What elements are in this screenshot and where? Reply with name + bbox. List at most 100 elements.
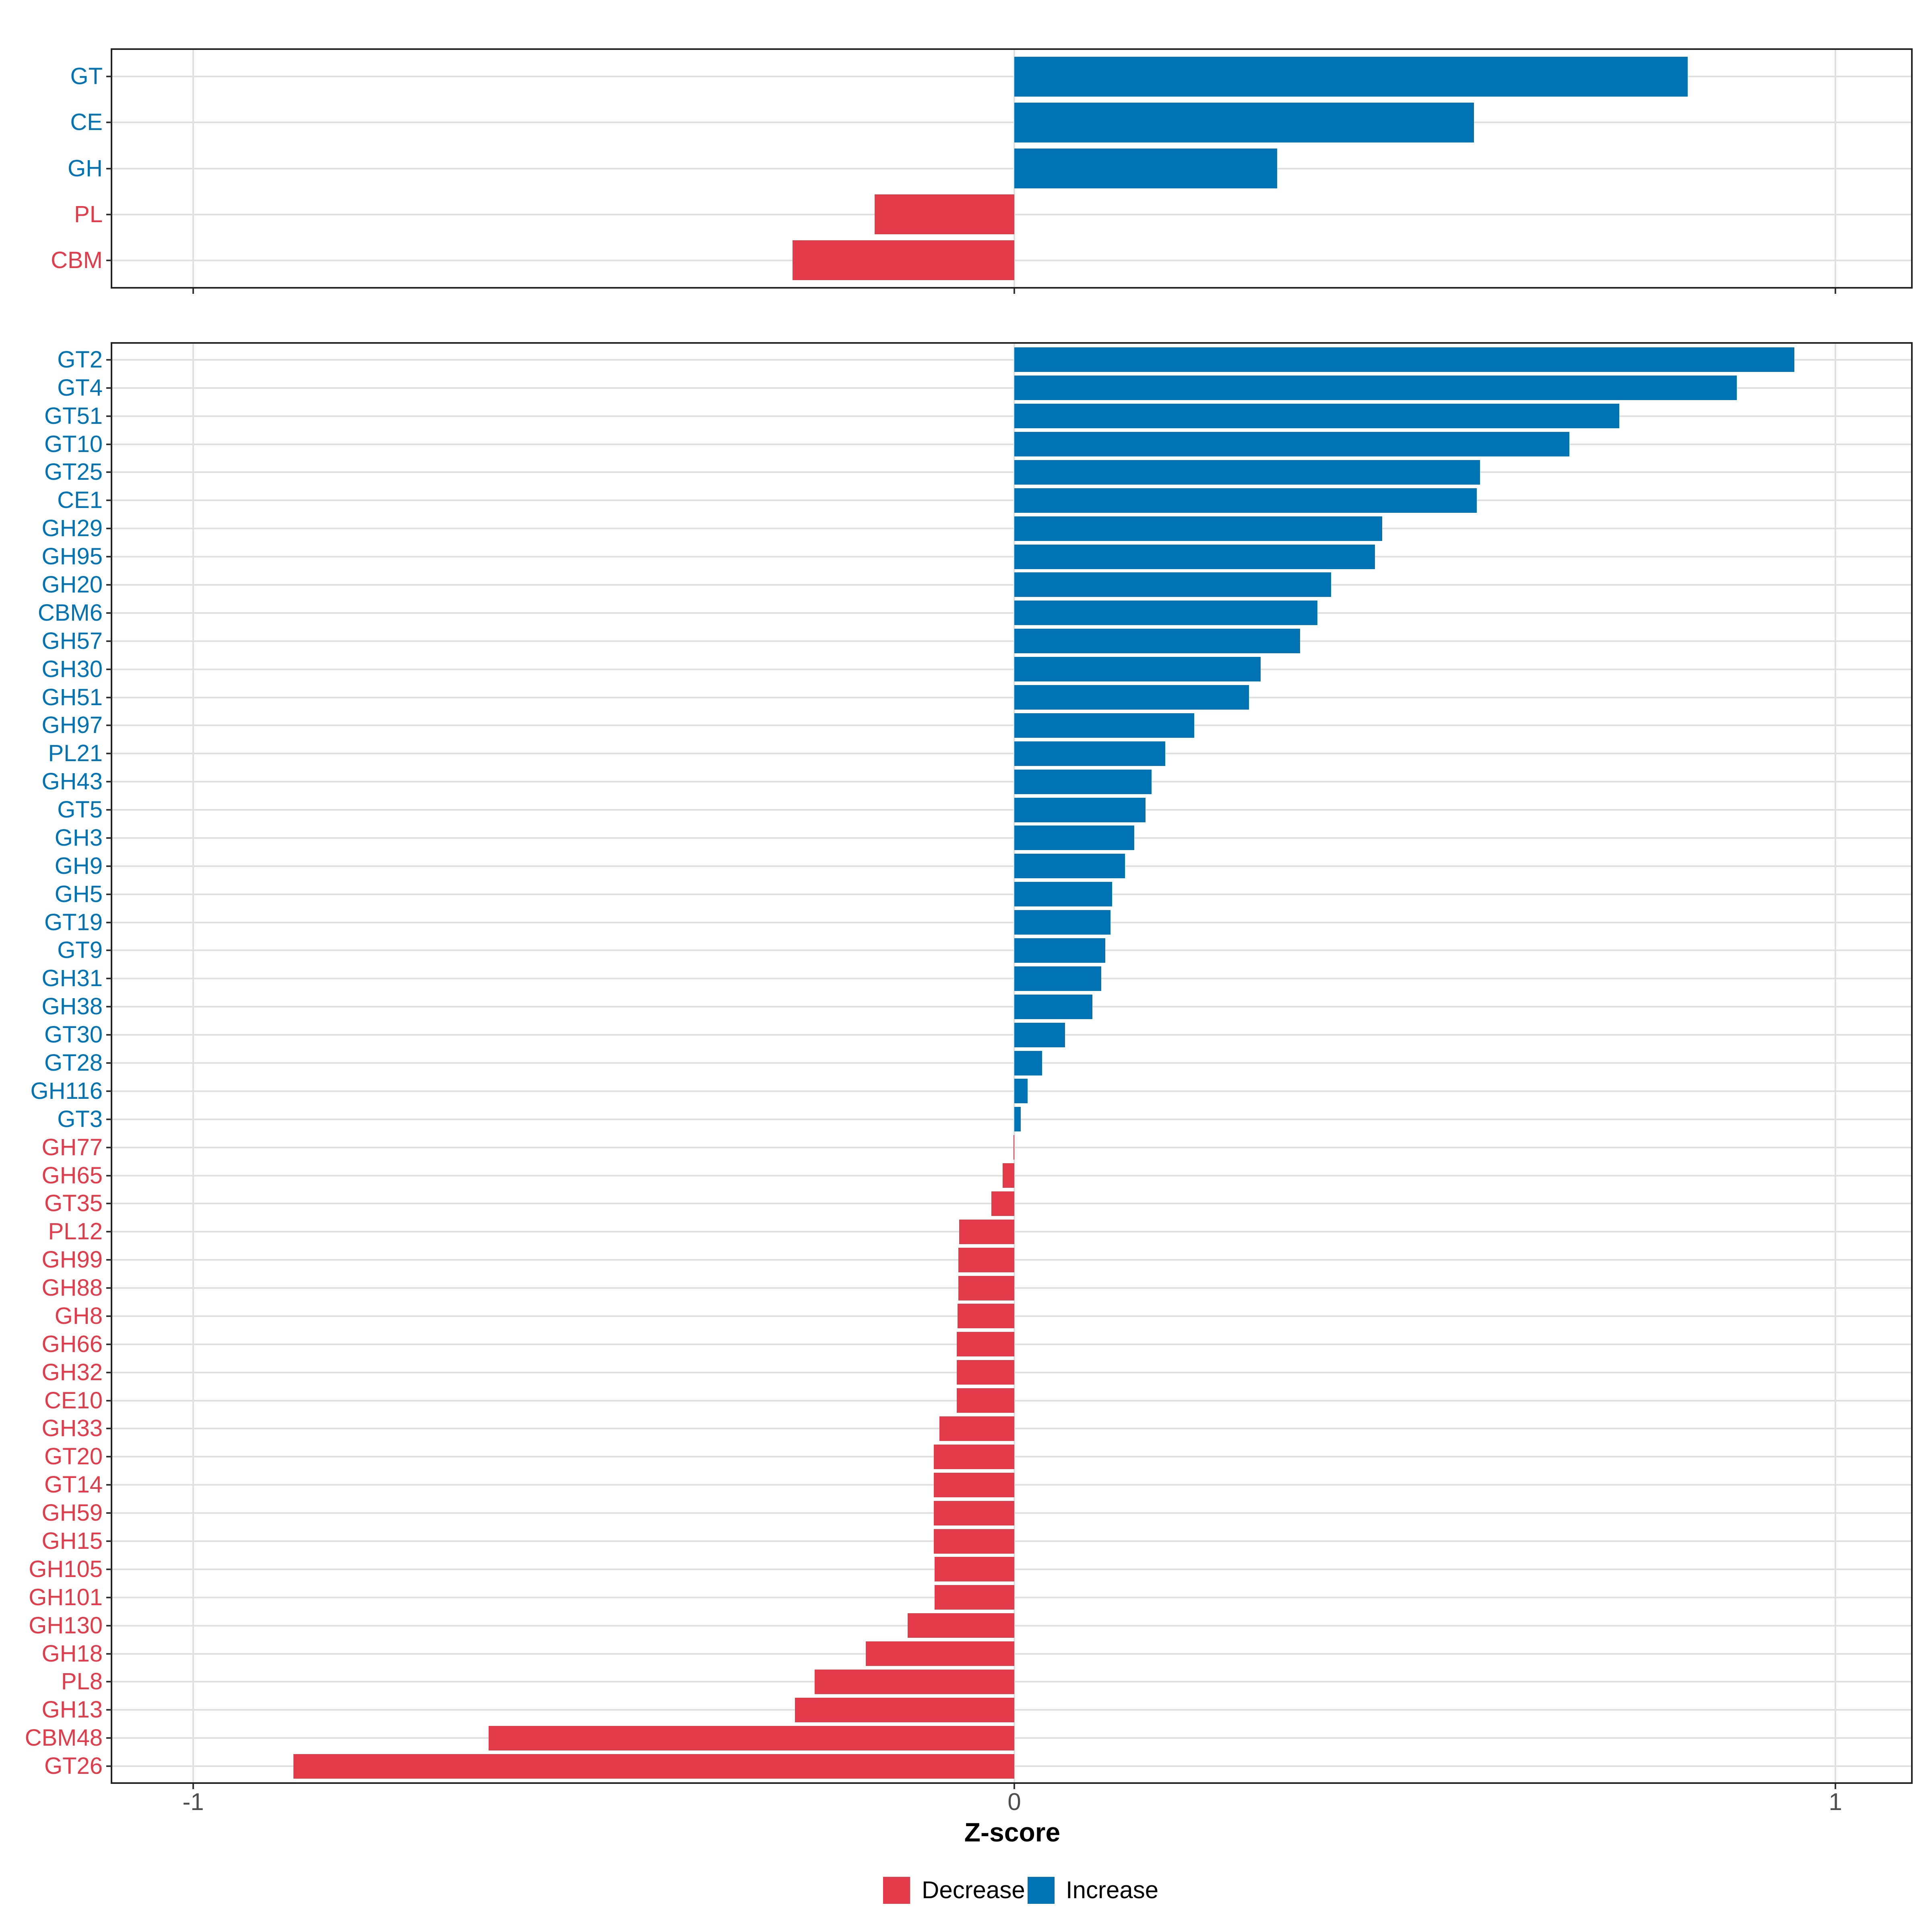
y-tick-CBM48 bbox=[106, 1737, 111, 1739]
bar-CBM6 bbox=[1014, 601, 1317, 625]
y-label-GH88: GH88 bbox=[41, 1275, 103, 1301]
y-label-PL8: PL8 bbox=[61, 1668, 103, 1695]
x-tick--1 bbox=[192, 289, 194, 294]
bar-GH13 bbox=[795, 1697, 1014, 1722]
bar-CE1 bbox=[1014, 488, 1477, 513]
gridline-row bbox=[111, 921, 1912, 923]
y-label-CE: CE bbox=[70, 109, 103, 136]
y-tick-GH97 bbox=[106, 724, 111, 727]
gridline-row bbox=[111, 584, 1912, 586]
gridline-row bbox=[111, 1090, 1912, 1092]
y-label-GT9: GT9 bbox=[57, 937, 103, 964]
bar-GH97 bbox=[1014, 713, 1194, 738]
y-label-GT51: GT51 bbox=[44, 402, 103, 429]
y-label-GH59: GH59 bbox=[41, 1500, 103, 1526]
y-label-GH3: GH3 bbox=[54, 824, 103, 851]
y-tick-CBM6 bbox=[106, 612, 111, 614]
gridline-row bbox=[111, 978, 1912, 980]
gridline-row bbox=[111, 640, 1912, 642]
bar-GH57 bbox=[1014, 629, 1300, 654]
bar-GH105 bbox=[935, 1557, 1014, 1582]
bar-GH38 bbox=[1014, 994, 1092, 1019]
bar-GT2 bbox=[1014, 347, 1794, 372]
y-tick-GH29 bbox=[106, 528, 111, 530]
y-label-GH32: GH32 bbox=[41, 1359, 103, 1385]
bar-GH33 bbox=[939, 1416, 1014, 1441]
y-label-GH30: GH30 bbox=[41, 656, 103, 682]
y-tick-GT35 bbox=[106, 1203, 111, 1205]
y-tick-GT19 bbox=[106, 921, 111, 923]
y-tick-PL21 bbox=[106, 753, 111, 755]
y-label-PL: PL bbox=[74, 201, 103, 227]
gridline-row bbox=[111, 500, 1912, 502]
x-tick-label--1: -1 bbox=[182, 1788, 204, 1815]
bar-GH130 bbox=[907, 1613, 1014, 1638]
y-label-CBM48: CBM48 bbox=[25, 1725, 103, 1751]
y-tick-PL bbox=[106, 213, 111, 215]
y-label-CBM: CBM bbox=[51, 247, 103, 273]
y-tick-GH32 bbox=[106, 1371, 111, 1373]
gridline-row bbox=[111, 471, 1912, 473]
bar-GH65 bbox=[1003, 1163, 1014, 1188]
y-tick-GT bbox=[106, 76, 111, 78]
x-tick-1 bbox=[1835, 289, 1836, 294]
bar-GH5 bbox=[1014, 882, 1112, 907]
bar-GH31 bbox=[1014, 966, 1102, 991]
y-label-GT14: GT14 bbox=[44, 1472, 103, 1498]
y-tick-GT3 bbox=[106, 1118, 111, 1120]
y-tick-CE1 bbox=[106, 500, 111, 502]
y-label-GH65: GH65 bbox=[41, 1162, 103, 1189]
y-label-GH99: GH99 bbox=[41, 1247, 103, 1273]
y-tick-GT28 bbox=[106, 1062, 111, 1064]
y-tick-GH8 bbox=[106, 1315, 111, 1317]
bar-GH116 bbox=[1014, 1079, 1028, 1104]
bar-GH66 bbox=[957, 1332, 1014, 1357]
y-label-GH29: GH29 bbox=[41, 515, 103, 542]
y-label-GT30: GT30 bbox=[44, 1022, 103, 1048]
gridline-row bbox=[111, 387, 1912, 389]
y-label-GH20: GH20 bbox=[41, 571, 103, 598]
x-tick-label-0: 0 bbox=[1007, 1788, 1021, 1815]
bar-PL bbox=[875, 194, 1014, 235]
bar-GT51 bbox=[1014, 404, 1620, 429]
x-tick-0 bbox=[1013, 289, 1015, 294]
y-label-PL21: PL21 bbox=[48, 740, 103, 767]
y-tick-GH57 bbox=[106, 640, 111, 642]
legend-key-decrease bbox=[883, 1877, 910, 1904]
y-tick-GT5 bbox=[106, 809, 111, 811]
y-label-GT4: GT4 bbox=[57, 374, 103, 401]
y-tick-GH13 bbox=[106, 1709, 111, 1711]
y-tick-PL8 bbox=[106, 1681, 111, 1683]
bar-GH bbox=[1014, 149, 1277, 188]
y-tick-CBM bbox=[106, 259, 111, 261]
y-tick-GH130 bbox=[106, 1624, 111, 1627]
gridline-row bbox=[111, 122, 1912, 124]
y-tick-GH88 bbox=[106, 1287, 111, 1289]
bar-GT30 bbox=[1014, 1022, 1065, 1047]
y-tick-GT26 bbox=[106, 1765, 111, 1767]
y-label-GT2: GT2 bbox=[57, 346, 103, 373]
bar-GH3 bbox=[1014, 826, 1134, 850]
y-label-GH43: GH43 bbox=[41, 768, 103, 795]
y-tick-GH30 bbox=[106, 668, 111, 670]
y-label-GH38: GH38 bbox=[41, 993, 103, 1020]
bar-GH15 bbox=[934, 1529, 1014, 1554]
bar-GT14 bbox=[934, 1472, 1014, 1497]
gridline-row bbox=[111, 1062, 1912, 1064]
y-label-GH105: GH105 bbox=[29, 1556, 103, 1582]
x-tick-0 bbox=[1013, 1784, 1015, 1789]
bar-GH8 bbox=[958, 1304, 1014, 1329]
x-tick-label-1: 1 bbox=[1829, 1788, 1842, 1815]
bar-GH32 bbox=[957, 1360, 1014, 1385]
y-tick-GH5 bbox=[106, 893, 111, 895]
gridline-row bbox=[111, 893, 1912, 895]
y-label-GT3: GT3 bbox=[57, 1106, 103, 1132]
y-tick-GH3 bbox=[106, 837, 111, 839]
y-label-GT10: GT10 bbox=[44, 431, 103, 457]
y-label-GH66: GH66 bbox=[41, 1331, 103, 1357]
y-label-GT25: GT25 bbox=[44, 459, 103, 485]
gridline-row bbox=[111, 724, 1912, 727]
y-tick-GT30 bbox=[106, 1034, 111, 1036]
gridline-row bbox=[111, 753, 1912, 755]
